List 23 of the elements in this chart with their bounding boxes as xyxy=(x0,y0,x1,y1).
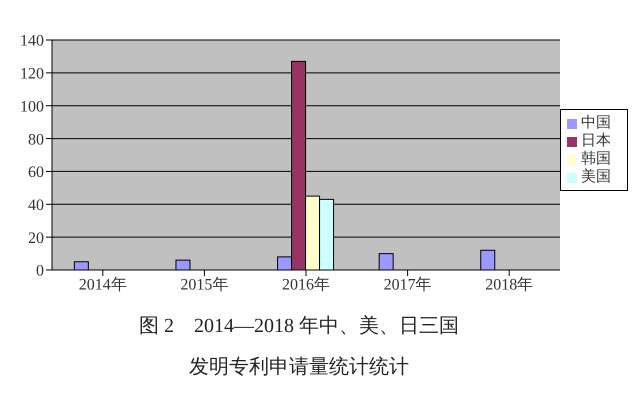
legend-label: 美国 xyxy=(581,169,611,185)
y-tick-label: 140 xyxy=(20,32,44,50)
y-tick-label: 80 xyxy=(28,131,44,148)
legend-label: 韩国 xyxy=(581,151,611,167)
y-tick-label: 40 xyxy=(28,196,44,214)
text: 图 2 2014—2018 年中、美、日三国 xyxy=(138,314,460,339)
y-tick-label: 0 xyxy=(36,262,44,280)
bar xyxy=(175,260,190,270)
y-tick-label: 20 xyxy=(28,230,44,247)
bar xyxy=(74,261,89,270)
legend-label: 日本 xyxy=(581,133,611,149)
y-tick-label: 60 xyxy=(28,164,44,182)
x-tick-label: 2018年 xyxy=(485,276,534,294)
bar xyxy=(480,250,496,270)
y-tick-label: 100 xyxy=(20,98,44,116)
y-tick-label: 120 xyxy=(20,66,44,83)
x-tick-label: 2016年 xyxy=(282,276,330,294)
x-tick-label: 2014年 xyxy=(78,276,127,294)
text: 发明专利申请量统计统计 xyxy=(188,355,410,380)
x-tick-label: 2015年 xyxy=(180,276,228,294)
legend-label: 中国 xyxy=(581,115,611,131)
x-tick-label: 2017年 xyxy=(384,276,432,294)
bar xyxy=(378,253,394,270)
